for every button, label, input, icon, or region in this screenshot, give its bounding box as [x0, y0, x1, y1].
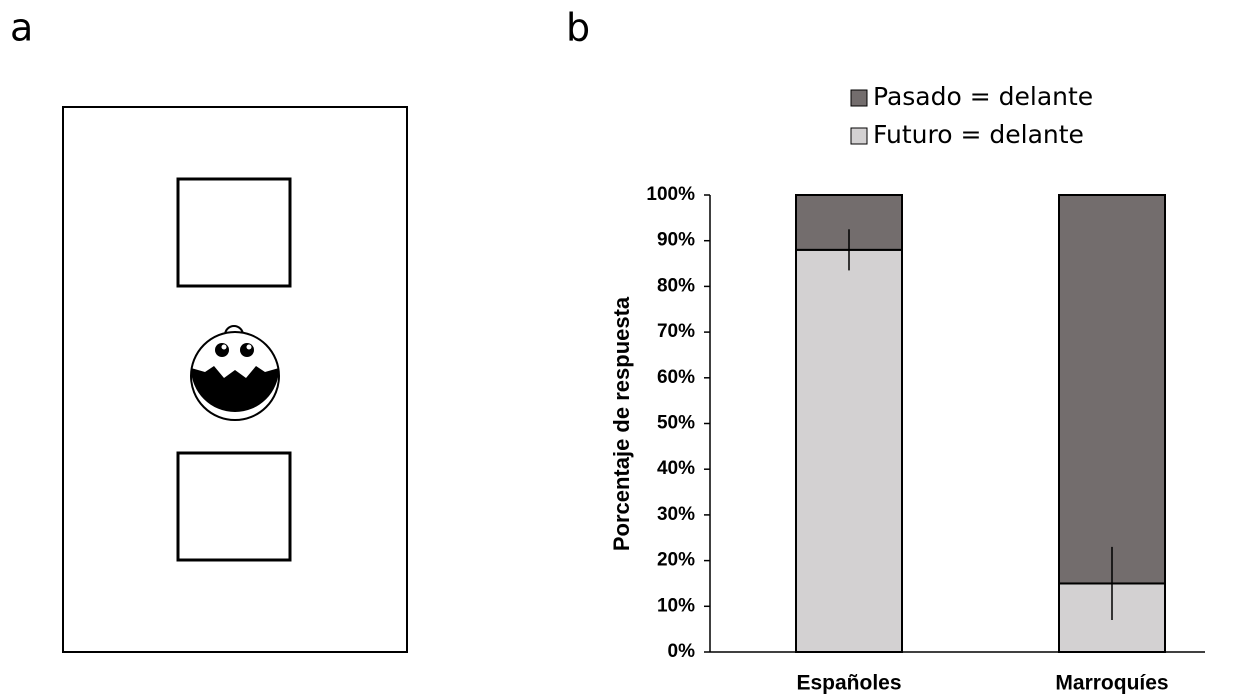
y-tick-label: 90% [657, 230, 695, 251]
lower-square [176, 451, 292, 562]
face-icon [190, 325, 280, 421]
legend-swatch [850, 127, 868, 145]
bar-segment [1058, 194, 1166, 585]
y-tick-label: 0% [668, 641, 696, 662]
y-tick-label: 20% [657, 550, 695, 571]
x-tick-label: Españoles [796, 672, 901, 695]
y-tick-label: 40% [657, 458, 695, 479]
panel-label: a [10, 6, 33, 50]
legend-label: Pasado = delante [873, 82, 1093, 111]
y-tick-label: 80% [657, 275, 695, 296]
y-tick-label: 30% [657, 504, 695, 525]
screen-frame [62, 106, 408, 653]
y-axis-label: Porcentaje de respuesta [609, 296, 634, 551]
y-tick-label: 50% [657, 413, 695, 434]
y-tick-label: 10% [657, 595, 695, 616]
y-tick-label: 60% [657, 367, 695, 388]
x-tick-label: Marroquíes [1055, 672, 1168, 695]
stimulus-diagram [62, 106, 408, 653]
legend-swatch [850, 89, 868, 107]
legend-label: Futuro = delante [873, 120, 1084, 149]
upper-square [176, 177, 292, 288]
y-tick-label: 100% [646, 184, 695, 205]
panel-label: b [566, 6, 590, 50]
y-tick-label: 70% [657, 321, 695, 342]
bar-segment [795, 248, 903, 653]
